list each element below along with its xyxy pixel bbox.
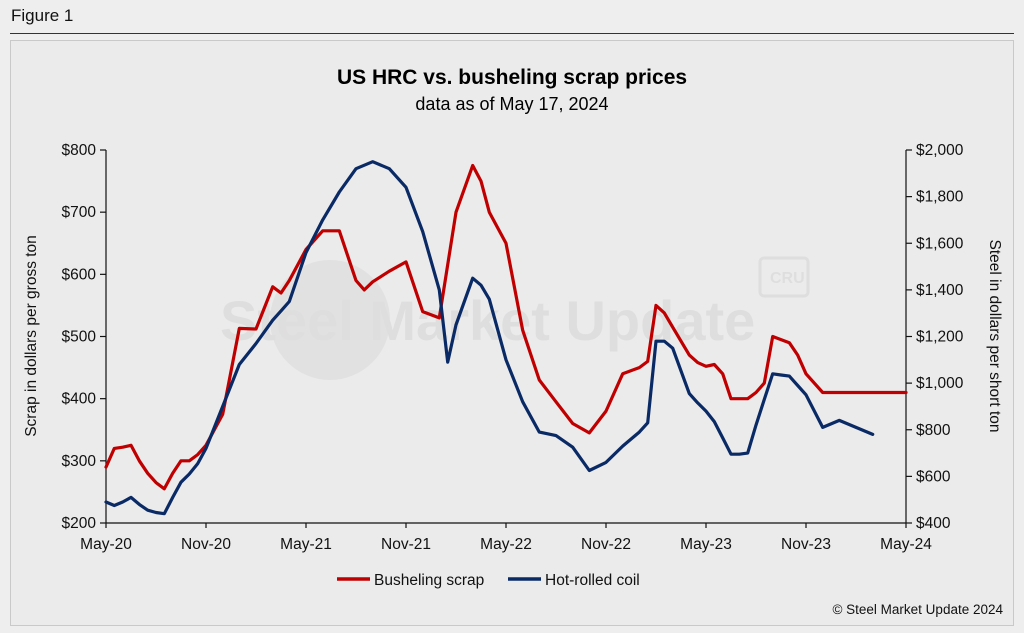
watermark-badge: CRU [770, 270, 805, 287]
figure-label: Figure 1 [11, 6, 74, 25]
legend-label-busheling-scrap: Busheling scrap [374, 572, 484, 589]
left-tick-label: $200 [62, 515, 97, 532]
watermark-circle [270, 260, 390, 380]
right-tick-label: $1,200 [916, 329, 964, 346]
left-tick-label: $600 [62, 266, 97, 283]
watermark: Steel Market Update CRU [220, 256, 810, 380]
watermark-badge-box [758, 256, 810, 298]
x-tick-label: Nov-23 [781, 536, 831, 553]
legend: Busheling scrap Hot-rolled coil [337, 572, 640, 589]
x-tick-label: May-22 [480, 536, 532, 553]
chart-title: US HRC vs. busheling scrap prices [337, 66, 687, 89]
copyright-credit: © Steel Market Update 2024 [832, 602, 1003, 617]
left-tick-label: $800 [62, 142, 97, 159]
right-tick-label: $1,000 [916, 375, 964, 392]
right-tick-label: $1,800 [916, 189, 964, 206]
left-tick-label: $300 [62, 453, 97, 470]
x-axis-ticks: May-20 Nov-20 May-21 Nov-21 May-22 Nov-22 May-… [80, 523, 932, 553]
right-tick-label: $1,400 [916, 282, 964, 299]
header-divider [10, 33, 1014, 34]
series-line-busheling-scrap [104, 163, 908, 491]
right-tick-label: $400 [916, 515, 951, 532]
right-tick-label: $800 [916, 422, 951, 439]
right-axis-title: Steel in dollars per short ton [986, 240, 1003, 433]
x-tick-label: May-24 [880, 536, 932, 553]
left-tick-label: $400 [62, 391, 97, 408]
x-tick-label: Nov-20 [181, 536, 231, 553]
chart-panel [10, 40, 1014, 626]
right-tick-label: $1,600 [916, 235, 964, 252]
x-tick-label: May-21 [280, 536, 332, 553]
left-axis-ticks: $200 $300 $400 $500 $600 $700 $800 [62, 142, 106, 532]
chart-subtitle: data as of May 17, 2024 [415, 94, 608, 114]
x-tick-label: May-23 [680, 536, 732, 553]
x-tick-label: May-20 [80, 536, 132, 553]
left-tick-label: $500 [62, 329, 97, 346]
series-layer [104, 160, 908, 516]
right-axis-ticks: $400 $600 $800 $1,000 $1,200 $1,400 $1,600 $1,8… [906, 142, 964, 532]
x-tick-label: Nov-21 [381, 536, 431, 553]
right-tick-label: $2,000 [916, 142, 964, 159]
legend-label-hot-rolled-coil: Hot-rolled coil [545, 572, 640, 589]
left-axis-title: Scrap in dollars per gross ton [23, 235, 40, 437]
right-tick-label: $600 [916, 468, 951, 485]
left-tick-label: $700 [62, 204, 97, 221]
series-line-hot-rolled-coil [104, 160, 875, 516]
x-tick-label: Nov-22 [581, 536, 631, 553]
